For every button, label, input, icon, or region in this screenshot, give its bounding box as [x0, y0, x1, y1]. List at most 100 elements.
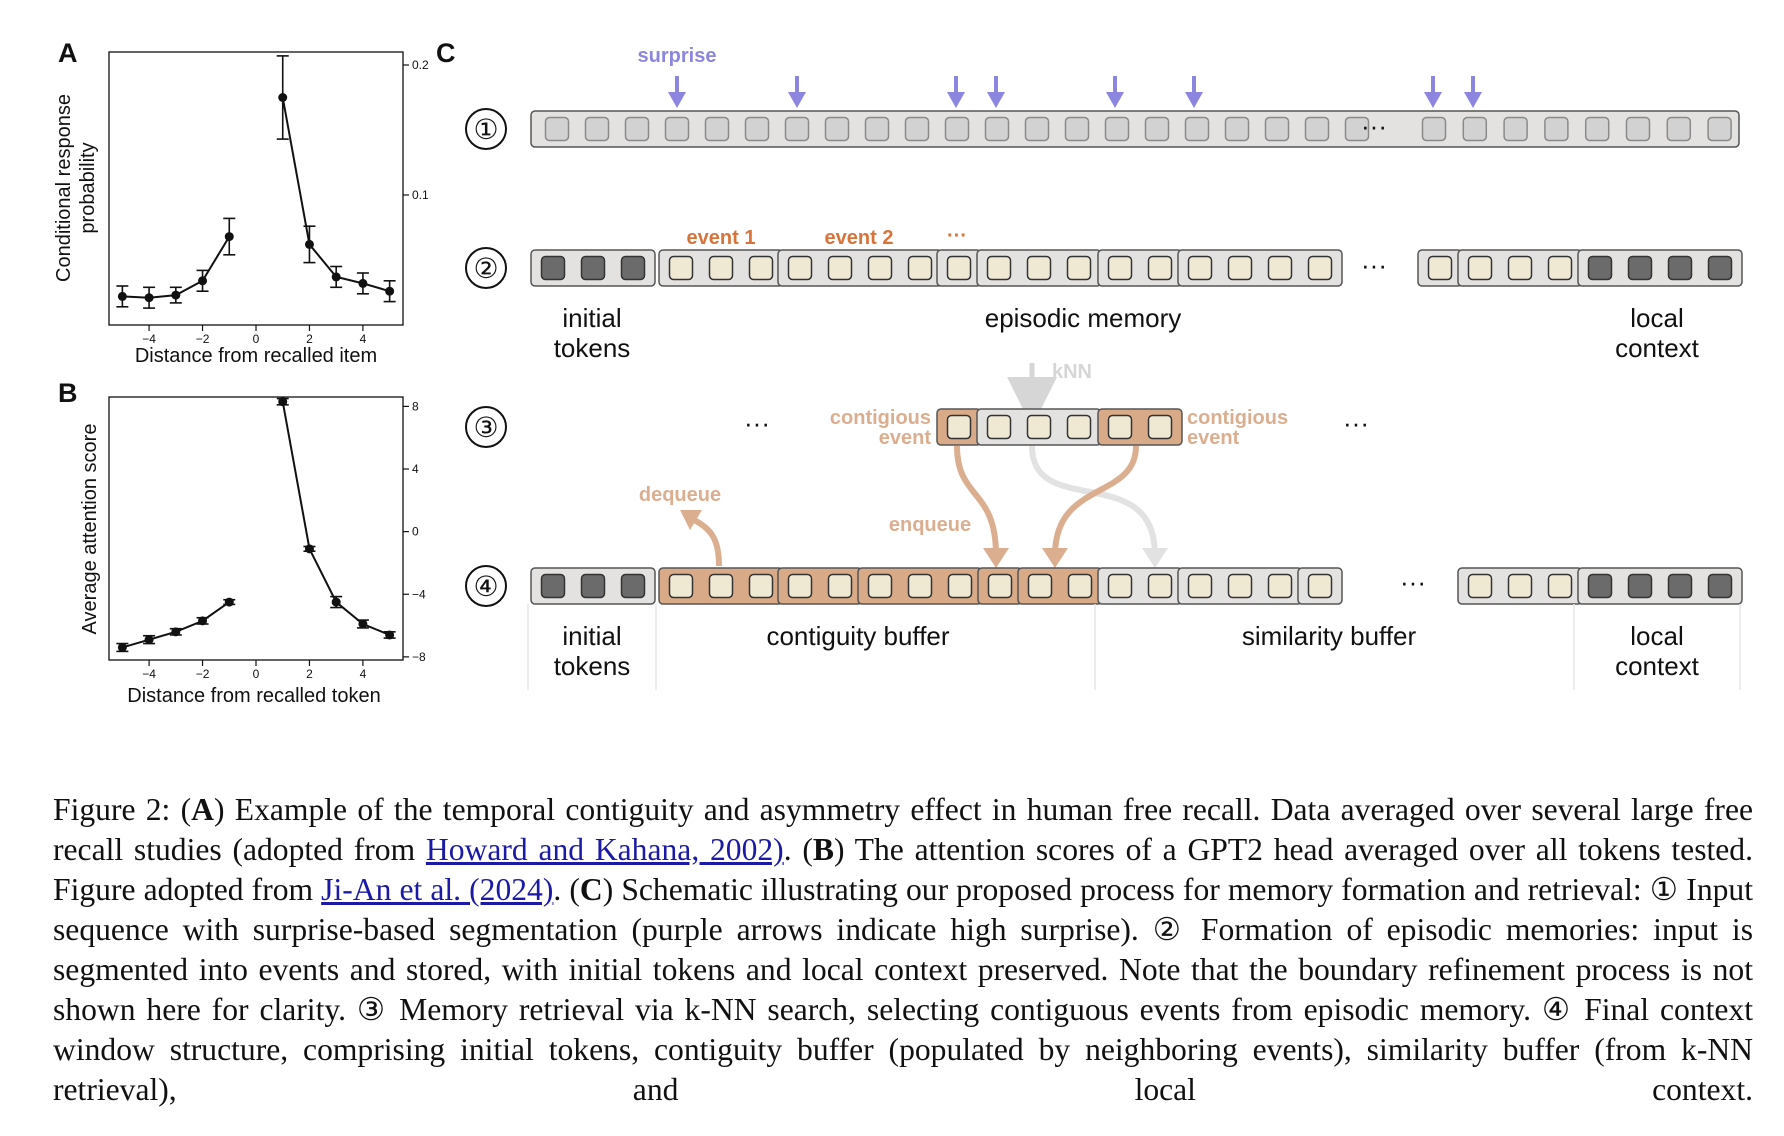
surprise-arrow: [947, 76, 965, 108]
chart-b-xtick-label: 2: [306, 667, 313, 681]
chart-a-point: [144, 293, 154, 303]
token-cream: [827, 255, 853, 281]
surprise-arrow: [1424, 76, 1442, 108]
surprise-arrow: [1185, 76, 1203, 108]
token-gray: [904, 116, 930, 142]
token-cream: [1227, 255, 1253, 281]
token-cream: [1507, 573, 1533, 599]
token-gray: [984, 116, 1010, 142]
chart-a-point: [304, 239, 314, 249]
episodic-memory-label: episodic memory: [985, 303, 1182, 333]
panel-letter-b: B: [58, 378, 78, 408]
chart-b-xtick-label: 4: [360, 667, 367, 681]
svg-text:tokens: tokens: [554, 333, 631, 363]
event-2-label: event 2: [825, 227, 894, 249]
token-gray: [584, 116, 610, 142]
enqueue-arrow-left: [954, 445, 999, 556]
chart-b-point: [385, 630, 395, 640]
token-gray: [664, 116, 690, 142]
chart-a-ytick-label: 0.2: [412, 58, 429, 72]
token-cream: [1026, 414, 1052, 440]
chart-b-ytick-label: −8: [412, 650, 426, 664]
row4-ellipsis: ···: [1400, 567, 1426, 597]
chart-a-point: [117, 291, 127, 301]
surprise-arrow: [1106, 76, 1124, 108]
chart-a-xlabel: Distance from recalled item: [135, 345, 377, 367]
svg-text:④: ④: [473, 571, 498, 602]
row3-ellipsis-left: ···: [744, 408, 770, 438]
chart-b-xtick-label: −4: [142, 667, 156, 681]
token-gray: [1184, 116, 1210, 142]
row4-initial-tokens-label: initial tokens: [554, 621, 631, 681]
chart-a-xtick-label: 2: [306, 332, 313, 346]
token-gray: [704, 116, 730, 142]
svg-text:event: event: [1187, 427, 1240, 449]
svg-text:①: ①: [473, 114, 498, 145]
token-gray: [1024, 116, 1050, 142]
token-gray: [1544, 116, 1569, 142]
surprise-arrow: [1464, 76, 1482, 108]
chart-a-point: [198, 276, 208, 286]
knn-route-arrow: [1029, 445, 1158, 556]
row2-initial-tokens-label: initial tokens: [554, 303, 631, 363]
svg-text:initial: initial: [562, 621, 621, 651]
token-gray: [944, 116, 970, 142]
token-cream: [1547, 255, 1573, 281]
token-cream: [748, 573, 774, 599]
citation-link-ji-an[interactable]: Ji-An et al. (2024): [321, 872, 554, 907]
token-dark: [1667, 255, 1693, 281]
svg-text:contigious: contigious: [830, 407, 931, 429]
token-cream: [708, 573, 734, 599]
surprise-label: surprise: [638, 45, 717, 67]
token-cream: [668, 255, 694, 281]
token-cream: [867, 573, 893, 599]
chart-a-point: [331, 272, 341, 282]
svg-text:③: ③: [473, 412, 498, 443]
token-gray: [624, 116, 650, 142]
chart-b-xtick-label: −2: [196, 667, 210, 681]
svg-text:context: context: [1615, 651, 1700, 681]
token-cream: [986, 414, 1012, 440]
token-cream: [1147, 414, 1173, 440]
row1-ellipsis: ···: [1361, 111, 1387, 141]
token-dark: [1627, 255, 1653, 281]
citation-link-howard-kahana[interactable]: Howard and Kahana, 2002): [425, 832, 784, 867]
chart-b-point: [278, 397, 288, 407]
token-cream: [1307, 255, 1333, 281]
token-cream: [1267, 573, 1293, 599]
chart-b-xlabel: Distance from recalled token: [127, 685, 380, 707]
event-1-label: event 1: [687, 227, 756, 249]
chart-b-point: [171, 627, 181, 637]
token-gray: [544, 116, 570, 142]
figure-caption: Figure 2: (A) Example of the temporal co…: [53, 792, 1753, 1107]
token-dark: [580, 255, 606, 281]
svg-text:context: context: [1615, 333, 1700, 363]
local-context-box: [1577, 567, 1743, 605]
token-cream: [1427, 255, 1453, 281]
token-gray: [824, 116, 850, 142]
panel-letter-a: A: [58, 38, 78, 68]
token-gray: [1224, 116, 1250, 142]
token-cream: [1107, 573, 1133, 599]
svg-text:local: local: [1630, 303, 1683, 333]
knn-label: kNN: [1052, 361, 1092, 383]
chart-a-point: [224, 232, 234, 242]
chart-a-xtick-label: −4: [142, 332, 156, 346]
event-box: [1177, 249, 1343, 287]
chart-a-series-line: [281, 97, 390, 293]
token-cream: [1547, 573, 1573, 599]
chart-a-point: [385, 286, 395, 296]
token-cream: [1107, 414, 1133, 440]
token-gray: [1625, 116, 1651, 142]
row2-local-context-label: local context: [1615, 303, 1700, 363]
chart-b-ytick-label: −4: [412, 587, 426, 601]
token-gray: [1666, 116, 1692, 142]
row2-ellipsis: ···: [1361, 250, 1387, 280]
token-cream: [1066, 255, 1092, 281]
chart-a-ylabel-line2: probability: [77, 142, 99, 233]
token-cream: [1187, 573, 1213, 599]
row-label-3: ③: [465, 406, 507, 448]
token-cream: [947, 573, 973, 599]
token-cream: [867, 255, 893, 281]
token-cream: [1027, 573, 1053, 599]
